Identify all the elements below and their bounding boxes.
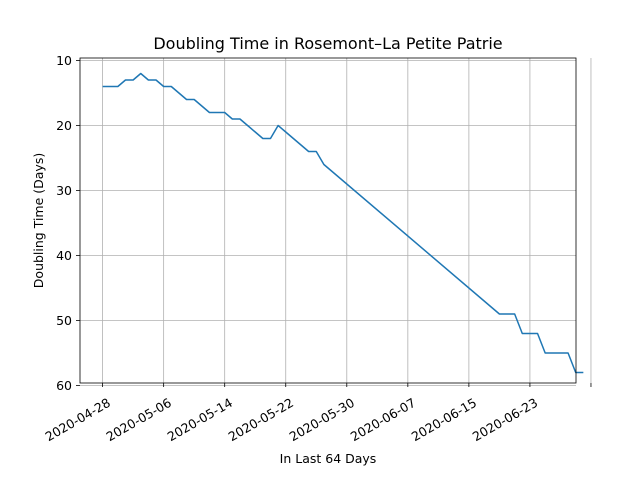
series-layer: [102, 72, 584, 374]
y-tick-label: 30: [56, 183, 72, 198]
y-tick-label: 40: [56, 248, 72, 263]
x-tick-label: 2020-05-30: [287, 395, 357, 444]
y-tick-label: 50: [56, 313, 72, 328]
chart-title: Doubling Time in Rosemont–La Petite Patr…: [153, 34, 502, 53]
x-tick-label: 2020-06-07: [348, 395, 418, 444]
series-line: [102, 72, 584, 374]
y-tick-label: 60: [56, 378, 72, 393]
x-tick-label: 2020-06-15: [409, 395, 479, 444]
y-axis-label: Doubling Time (Days): [31, 153, 46, 288]
x-tick-label: 2020-05-06: [104, 395, 174, 444]
x-axis-label: In Last 64 Days: [280, 451, 377, 466]
y-tick-label: 20: [56, 118, 72, 133]
x-tick-label: 2020-04-28: [42, 395, 112, 444]
x-tick-label: 2020-06-23: [470, 395, 540, 444]
x-tick-label: 2020-05-22: [226, 395, 296, 444]
grid-lines: [80, 58, 592, 386]
y-tick-label: 10: [56, 53, 72, 68]
plot-frame: [79, 57, 577, 384]
x-tick-label: 2020-05-14: [165, 395, 235, 444]
